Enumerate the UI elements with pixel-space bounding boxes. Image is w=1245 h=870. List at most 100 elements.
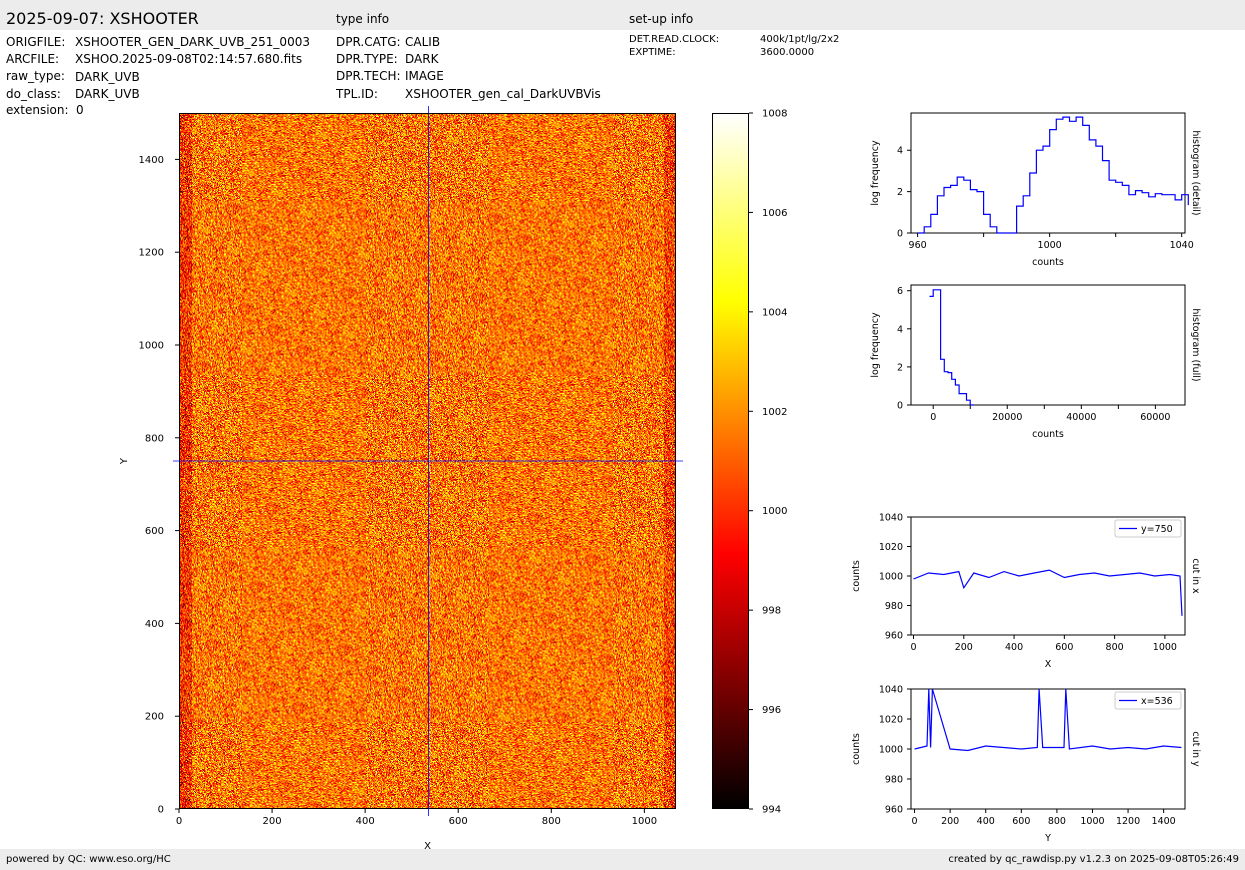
colorbar-tick-label: 1002	[762, 407, 787, 418]
colorbar-tick-label: 998	[762, 606, 781, 617]
header-bar	[0, 0, 1245, 30]
cut-x-x-axis-label: X	[1045, 659, 1052, 670]
cut-y-y-axis-label: counts	[851, 733, 862, 765]
x-tick-label: 40000	[1066, 412, 1096, 423]
file-info-key: do_class:	[6, 87, 61, 101]
x-tick-label: 400	[356, 816, 375, 827]
y-tick-label: 2	[897, 362, 903, 373]
colorbar-tick-label: 994	[762, 805, 781, 816]
colorbar-tick-label: 1000	[762, 506, 787, 517]
file-info-key: raw_type:	[6, 69, 65, 83]
hist-full-x-axis-label: counts	[1032, 429, 1064, 440]
hist-detail-series-line	[917, 116, 1189, 234]
file-info-key: ARCFILE:	[6, 52, 60, 66]
type-info-key: DPR.TECH:	[336, 69, 401, 83]
x-tick-label: 600	[449, 816, 468, 827]
file-info-value: XSHOO.2025-09-08T02:14:57.680.fits	[75, 52, 303, 66]
x-tick-label: 400	[977, 816, 995, 827]
setup-info-value: 3600.0000	[760, 47, 815, 58]
type-info-value: IMAGE	[405, 69, 444, 83]
footer-right: created by qc_rawdisp.py v1.2.3 on 2025-…	[948, 854, 1239, 865]
type-info-key: TPL.ID:	[336, 87, 378, 101]
y-tick-label: 960	[885, 631, 903, 642]
x-tick-label: 800	[1048, 816, 1066, 827]
cut-x-y-axis-label: counts	[851, 560, 862, 592]
y-tick-label: 1040	[879, 685, 903, 696]
y-tick-label: 1040	[879, 513, 903, 524]
type-info-key: DPR.TYPE:	[336, 52, 398, 66]
x-tick-label: 800	[1106, 642, 1124, 653]
y-tick-label: 1020	[879, 542, 903, 553]
type-info-value: DARK	[405, 52, 439, 66]
x-tick-label: 400	[1005, 642, 1023, 653]
setup-info-key: DET.READ.CLOCK:	[629, 34, 720, 45]
y-tick-label: 1200	[139, 248, 164, 259]
hist-detail-frame	[910, 112, 1186, 234]
cut-y-legend-box	[1114, 691, 1182, 710]
x-tick-label: 1200	[1116, 816, 1140, 827]
x-tick-label: 600	[1012, 816, 1030, 827]
x-tick-label: 200	[955, 642, 973, 653]
colorbar-tick-label: 1008	[762, 109, 787, 120]
type-info-value: XSHOOTER_gen_cal_DarkUVBVis	[405, 87, 601, 101]
x-tick-label: 200	[941, 816, 959, 827]
x-axis-label: X	[424, 841, 431, 852]
cut-y-series-line	[914, 688, 1182, 752]
colorbar-tick-label: 1006	[762, 208, 787, 219]
x-tick-label: 1000	[1080, 816, 1104, 827]
footer-left: powered by QC: www.eso.org/HC	[6, 854, 171, 865]
x-tick-label: 0	[930, 412, 936, 423]
x-tick-label: 1000	[1153, 642, 1177, 653]
hist-detail-side-label: histogram (detail)	[1190, 130, 1201, 215]
y-tick-label: 1400	[139, 155, 164, 166]
file-info-value: 0	[76, 103, 84, 117]
file-info-value: DARK_UVB	[75, 87, 140, 101]
page-title: 2025-09-07: XSHOOTER	[6, 9, 199, 28]
setup-info-value: 400k/1pt/lg/2x2	[760, 34, 840, 45]
y-tick-label: 960	[885, 805, 903, 816]
x-tick-label: 960	[909, 240, 927, 251]
x-tick-label: 0	[912, 816, 918, 827]
x-tick-label: 1400	[1152, 816, 1176, 827]
x-tick-label: 1000	[632, 816, 657, 827]
y-tick-label: 800	[145, 433, 164, 444]
cut-x-side-label: cut in x	[1190, 558, 1201, 594]
y-tick-label: 6	[897, 286, 903, 297]
type-info-value: CALIB	[405, 35, 441, 49]
x-tick-label: 1000	[1038, 240, 1062, 251]
cut-x-legend-label: y=750	[1141, 524, 1173, 535]
type-info-heading: type info	[336, 12, 390, 26]
y-tick-label: 1020	[879, 715, 903, 726]
cut-y-side-label: cut in y	[1190, 731, 1201, 767]
y-tick-label: 980	[885, 775, 903, 786]
setup-info-heading: set-up info	[629, 12, 694, 26]
hist-full-y-axis-label: log frequency	[870, 312, 881, 378]
hist-full-side-label: histogram (full)	[1190, 308, 1201, 381]
x-tick-label: 600	[1055, 642, 1073, 653]
x-tick-label: 1040	[1170, 240, 1194, 251]
hist-detail-y-axis-label: log frequency	[870, 140, 881, 206]
x-tick-label: 0	[176, 816, 182, 827]
y-tick-label: 980	[885, 601, 903, 612]
y-tick-label: 400	[145, 619, 164, 630]
x-tick-label: 60000	[1140, 412, 1170, 423]
colorbar	[712, 113, 749, 809]
cut-x-legend-box	[1114, 519, 1182, 538]
setup-info-key: EXPTIME:	[629, 47, 676, 58]
x-tick-label: 200	[263, 816, 282, 827]
cut-y-legend-label: x=536	[1141, 696, 1173, 707]
hist-full-series-line	[929, 289, 974, 406]
y-tick-label: 0	[158, 805, 164, 816]
footer-bar	[0, 849, 1245, 870]
y-tick-label: 2	[897, 187, 903, 198]
y-tick-label: 4	[897, 324, 903, 335]
file-info-value: DARK_UVB	[75, 70, 140, 84]
colorbar-tick-label: 996	[762, 705, 781, 716]
colorbar-tick-label: 1004	[762, 307, 787, 318]
y-tick-label: 0	[897, 401, 903, 412]
y-axis-label: Y	[119, 457, 130, 465]
file-info-key: ORIGFILE:	[6, 35, 66, 49]
hist-detail-x-axis-label: counts	[1032, 257, 1064, 268]
y-tick-label: 200	[145, 712, 164, 723]
